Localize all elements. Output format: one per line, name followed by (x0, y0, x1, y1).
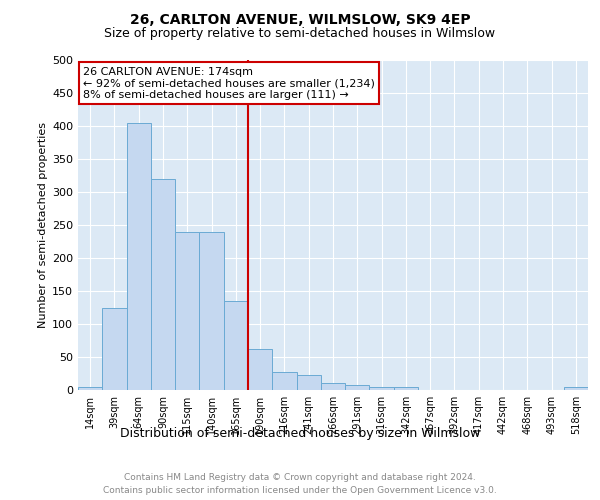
Text: 26, CARLTON AVENUE, WILMSLOW, SK9 4EP: 26, CARLTON AVENUE, WILMSLOW, SK9 4EP (130, 12, 470, 26)
Text: Distribution of semi-detached houses by size in Wilmslow: Distribution of semi-detached houses by … (120, 428, 480, 440)
Bar (564, 386, 588, 390)
Bar (296, 376, 321, 390)
Bar (394, 386, 418, 390)
Bar (151, 179, 175, 390)
Bar (248, 349, 272, 390)
Text: 26 CARLTON AVENUE: 174sqm
← 92% of semi-detached houses are smaller (1,234)
8% o: 26 CARLTON AVENUE: 174sqm ← 92% of semi-… (83, 66, 375, 100)
Text: Contains HM Land Registry data © Crown copyright and database right 2024.
Contai: Contains HM Land Registry data © Crown c… (103, 474, 497, 495)
Bar (321, 384, 345, 390)
Bar (127, 122, 151, 390)
Bar (272, 372, 296, 390)
Bar (102, 308, 127, 390)
Bar (345, 384, 370, 390)
Bar (175, 232, 199, 390)
Text: Size of property relative to semi-detached houses in Wilmslow: Size of property relative to semi-detach… (104, 28, 496, 40)
Bar (224, 301, 248, 390)
Bar (199, 232, 224, 390)
Bar (78, 386, 102, 390)
Bar (370, 386, 394, 390)
Y-axis label: Number of semi-detached properties: Number of semi-detached properties (38, 122, 48, 328)
